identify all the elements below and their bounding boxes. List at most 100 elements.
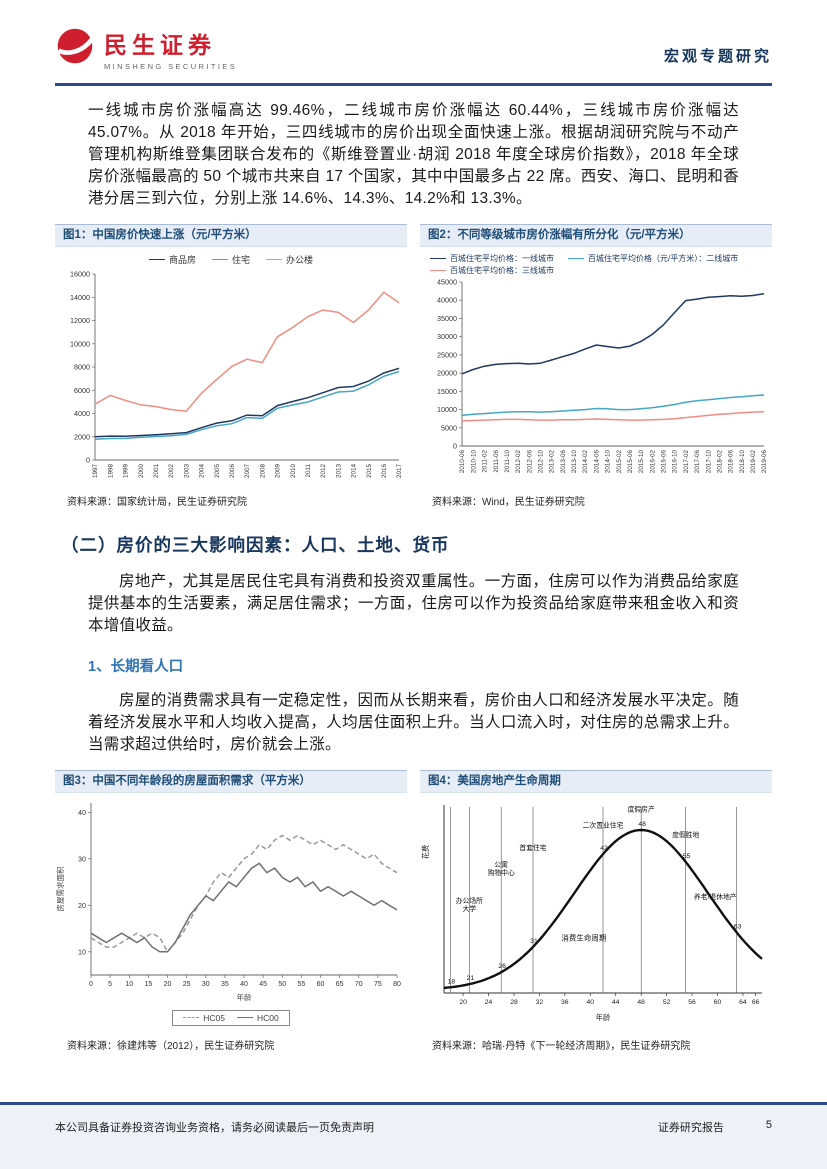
svg-text:2002: 2002 xyxy=(168,464,175,479)
svg-text:56: 56 xyxy=(688,999,696,1006)
subsection-paragraph: 房屋的消费需求具有一定稳定性，因而从长期来看，房价由人口和经济发展水平决定。随着… xyxy=(88,692,739,753)
header-rule xyxy=(55,83,772,86)
svg-text:2016: 2016 xyxy=(381,464,388,479)
svg-text:26: 26 xyxy=(498,963,506,970)
svg-text:30000: 30000 xyxy=(437,332,457,341)
svg-text:2013-06: 2013-06 xyxy=(560,450,567,474)
svg-text:40: 40 xyxy=(78,808,86,817)
svg-text:2015-02: 2015-02 xyxy=(616,450,623,474)
svg-text:2014-06: 2014-06 xyxy=(593,450,600,474)
svg-text:0: 0 xyxy=(86,456,90,465)
svg-text:20: 20 xyxy=(459,999,467,1006)
footer-report-type: 证券研究报告 xyxy=(657,1122,724,1134)
svg-text:2016-10: 2016-10 xyxy=(672,450,679,474)
svg-text:2010-10: 2010-10 xyxy=(470,450,477,474)
svg-text:1999: 1999 xyxy=(123,464,130,479)
svg-text:2000: 2000 xyxy=(74,432,90,441)
svg-text:养老/退休地产: 养老/退休地产 xyxy=(694,892,737,901)
figure-1: 图1：中国房价快速上涨（元/平方米） 商品房 住宅 办公楼 0 2000 4000 6000… xyxy=(55,224,407,508)
svg-text:64: 64 xyxy=(739,999,747,1006)
svg-text:2011: 2011 xyxy=(305,464,312,478)
svg-text:2015: 2015 xyxy=(366,464,373,479)
svg-text:28: 28 xyxy=(510,999,518,1006)
svg-text:办公场所: 办公场所 xyxy=(456,896,483,905)
section-paragraph: 房地产，尤其是居民住宅具有消费和投资双重属性。一方面，住房可以作为消费品给家庭提… xyxy=(88,573,739,634)
svg-text:2015-10: 2015-10 xyxy=(638,450,645,474)
svg-text:5: 5 xyxy=(108,981,112,988)
svg-text:年龄: 年龄 xyxy=(237,992,252,1002)
svg-text:65: 65 xyxy=(336,981,344,988)
svg-text:8000: 8000 xyxy=(74,363,90,372)
svg-text:6000: 6000 xyxy=(74,386,90,395)
figure-3-title: 图3：中国不同年龄段的房屋面积需求（平方米） xyxy=(55,770,407,793)
svg-text:80: 80 xyxy=(393,981,401,988)
svg-text:花费: 花费 xyxy=(421,845,430,859)
svg-text:10: 10 xyxy=(125,981,133,988)
svg-text:二次置业住宅: 二次置业住宅 xyxy=(583,821,624,830)
svg-text:48: 48 xyxy=(637,999,645,1006)
svg-text:45: 45 xyxy=(259,981,267,988)
figure-3-source: 资料来源：徐建炜等（2012），民生证券研究院 xyxy=(67,1041,275,1052)
svg-text:10000: 10000 xyxy=(70,339,90,348)
figure-4-chart: 20 24 28 32 36 40 44 48 52 56 60 64 66 18 办公场所 大学 21 公寓 购物… xyxy=(420,793,772,1033)
figure-4-source: 资料来源：哈瑞·丹特《下一轮经济周期》，民生证券研究院 xyxy=(432,1041,691,1052)
brand-name: 民生证券 xyxy=(104,33,216,58)
svg-text:60: 60 xyxy=(317,981,325,988)
svg-text:25: 25 xyxy=(183,981,191,988)
svg-text:2014-02: 2014-02 xyxy=(582,450,589,474)
svg-text:2006: 2006 xyxy=(229,464,236,479)
svg-text:2015-06: 2015-06 xyxy=(627,450,634,474)
svg-text:18: 18 xyxy=(448,978,456,985)
svg-text:75: 75 xyxy=(374,981,382,988)
svg-text:25000: 25000 xyxy=(437,350,457,359)
svg-text:30: 30 xyxy=(78,854,86,863)
svg-text:2000: 2000 xyxy=(138,464,145,479)
svg-text:2012-06: 2012-06 xyxy=(526,450,533,474)
svg-text:30: 30 xyxy=(202,981,210,988)
svg-text:20: 20 xyxy=(164,981,172,988)
svg-text:2009: 2009 xyxy=(275,464,282,479)
svg-text:2017-10: 2017-10 xyxy=(705,450,712,474)
figure-row-1: 图1：中国房价快速上涨（元/平方米） 商品房 住宅 办公楼 0 2000 4000 6000… xyxy=(55,224,772,508)
svg-text:2011-10: 2011-10 xyxy=(504,450,511,473)
svg-text:15000: 15000 xyxy=(437,387,457,396)
svg-text:2011-06: 2011-06 xyxy=(493,450,500,473)
svg-text:14000: 14000 xyxy=(70,293,90,302)
svg-text:20000: 20000 xyxy=(437,369,457,378)
minsheng-logo-icon xyxy=(55,26,95,71)
svg-text:55: 55 xyxy=(298,981,306,988)
footer: 本公司具备证券投资咨询业务资格，请务必阅读最后一页免责声明 证券研究报告 5 xyxy=(0,1102,827,1169)
intro-paragraph: 一线城市房价涨幅高达 99.46%，二线城市房价涨幅达 60.44%，三线城市房… xyxy=(88,102,739,207)
svg-text:2018-02: 2018-02 xyxy=(717,450,724,474)
svg-text:63: 63 xyxy=(734,923,742,930)
svg-text:50: 50 xyxy=(278,981,286,988)
figure-3: 图3：中国不同年龄段的房屋面积需求（平方米） 10 20 30 40 0 5 10 15 20 2… xyxy=(55,770,407,1052)
svg-text:2004: 2004 xyxy=(199,464,206,479)
svg-text:2003: 2003 xyxy=(183,464,190,479)
figure-2-chart: 百城住宅平均价格：一线城市 百城住宅平均价格（元/平方米）：二线城市 百城住宅平均价… xyxy=(420,247,772,489)
svg-text:2019-06: 2019-06 xyxy=(761,450,768,474)
figure-1-chart: 商品房 住宅 办公楼 0 2000 4000 6000 8000 10000 12000 14000… xyxy=(70,255,404,479)
svg-text:35: 35 xyxy=(221,981,229,988)
svg-text:2010-06: 2010-06 xyxy=(459,450,466,474)
svg-text:2018-06: 2018-06 xyxy=(728,450,735,474)
svg-text:2013-02: 2013-02 xyxy=(549,450,556,474)
svg-text:20: 20 xyxy=(78,901,86,910)
footer-disclaimer: 本公司具备证券投资咨询业务资格，请务必阅读最后一页免责声明 xyxy=(55,1122,374,1134)
page-content: 一线城市房价涨幅高达 99.46%，二线城市房价涨幅达 60.44%，三线城市房… xyxy=(0,100,827,1052)
figure-1-title: 图1：中国房价快速上涨（元/平方米） xyxy=(55,224,407,247)
svg-text:2008: 2008 xyxy=(259,464,266,479)
svg-text:2014-10: 2014-10 xyxy=(605,450,612,474)
svg-text:公寓: 公寓 xyxy=(494,860,508,869)
svg-text:2005: 2005 xyxy=(214,464,221,479)
svg-text:2007: 2007 xyxy=(244,464,251,479)
svg-text:21: 21 xyxy=(467,975,475,982)
svg-text:房屋需求面积: 房屋需求面积 xyxy=(55,866,65,911)
brand-name-en: MINSHENG SECURITIES xyxy=(104,62,238,71)
svg-text:2018-10: 2018-10 xyxy=(739,450,746,474)
svg-text:2013-10: 2013-10 xyxy=(571,450,578,474)
svg-text:31: 31 xyxy=(530,938,538,945)
svg-text:42: 42 xyxy=(600,845,608,852)
svg-text:2012: 2012 xyxy=(320,464,327,479)
